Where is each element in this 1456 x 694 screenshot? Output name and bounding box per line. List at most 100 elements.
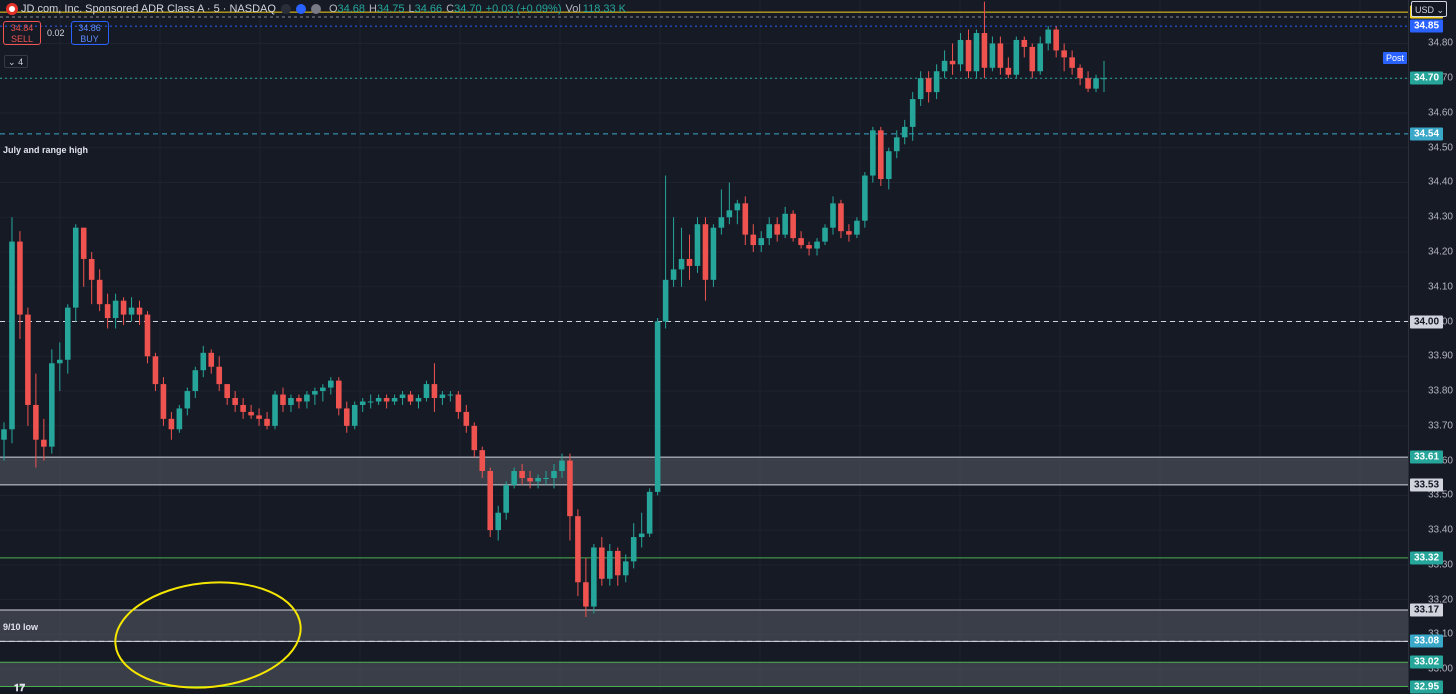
- range-high-annotation[interactable]: July and range high: [3, 145, 89, 155]
- y-tick-label: 34.40: [1427, 176, 1453, 188]
- candle-body: [503, 484, 509, 513]
- sell-label: SELL: [10, 34, 34, 44]
- candle-body: [335, 380, 342, 409]
- candle-body: [367, 401, 374, 403]
- candle-body: [57, 359, 63, 364]
- y-tick-label: 33.20: [1427, 594, 1453, 606]
- open-label: O: [328, 3, 338, 15]
- buy-price: 34.86: [78, 23, 101, 33]
- candle-body: [997, 43, 1004, 68]
- candle-body: [471, 425, 478, 451]
- candlestick-plot[interactable]: [0, 0, 1408, 690]
- candle-body: [463, 411, 470, 426]
- candle-body: [64, 307, 71, 360]
- candle-body: [925, 78, 932, 93]
- candle-body: [304, 394, 310, 402]
- low-910-annotation[interactable]: 9/10 low: [3, 622, 39, 632]
- trade-panel: 34.84 SELL 0.02 34.86 BUY: [3, 21, 109, 45]
- candle-body: [838, 203, 844, 232]
- candle-body: [862, 175, 868, 221]
- tradingview-logo-icon[interactable]: 𝟏𝟕: [14, 683, 26, 694]
- candle-body: [965, 39, 972, 72]
- candle-body: [1069, 57, 1075, 68]
- price-zone: [0, 662, 1408, 687]
- candle-body: [296, 398, 302, 402]
- candle-body: [885, 151, 892, 180]
- high-label: H: [369, 3, 377, 15]
- close-value: 34.70: [454, 3, 482, 15]
- candle-body: [599, 547, 605, 579]
- spread-value: 0.02: [47, 28, 65, 38]
- candle-body: [638, 533, 645, 538]
- candle-body: [9, 241, 15, 430]
- candle-body: [933, 71, 940, 93]
- candle-body: [742, 203, 749, 235]
- candle-body: [654, 321, 661, 492]
- candle-body: [949, 60, 956, 65]
- high-value: 34.75: [376, 3, 405, 15]
- candle-body: [447, 394, 454, 396]
- y-tick-label: 34.10: [1427, 281, 1453, 293]
- candle-body: [192, 370, 199, 392]
- y-tick-label: 34.80: [1427, 37, 1453, 49]
- candle-body: [256, 415, 262, 419]
- candle-body: [391, 398, 398, 402]
- candle-body: [678, 258, 685, 270]
- candle-body: [981, 33, 988, 68]
- price-label: 33.32: [1410, 551, 1443, 565]
- currency-label: USD: [1415, 5, 1435, 15]
- chevron-down-icon: ⌄: [1436, 5, 1445, 15]
- candle-body: [607, 550, 613, 579]
- candle-body: [383, 398, 390, 402]
- candle-body: [104, 304, 111, 319]
- y-tick-label: 33.70: [1427, 420, 1453, 432]
- candle-body: [495, 512, 501, 531]
- candle-body: [216, 366, 223, 385]
- candle-body: [519, 471, 525, 478]
- candle-body: [622, 561, 629, 576]
- price-axis[interactable]: 34.80 34.70 34.60 34.50 34.40 34.30 34.20 34.10…: [1408, 0, 1456, 694]
- highlight-circle: [114, 581, 302, 689]
- candle-body: [152, 356, 159, 385]
- candle-body: [487, 471, 494, 531]
- sell-button[interactable]: 34.84 SELL: [3, 21, 41, 45]
- price-label: 33.53: [1410, 478, 1443, 492]
- candle-body: [49, 363, 55, 447]
- candle-body: [1045, 29, 1051, 44]
- candle-body: [822, 227, 828, 242]
- candle-body: [893, 137, 900, 152]
- candle-body: [646, 491, 653, 534]
- candle-body: [670, 269, 677, 280]
- candle-body: [343, 408, 350, 426]
- buy-button[interactable]: 34.86 BUY: [70, 21, 109, 45]
- indicators-collapse-button[interactable]: ⌄ 4: [4, 55, 28, 68]
- symbol-title[interactable]: JD.com, Inc. Sponsored ADR Class A · 5 ·…: [21, 3, 276, 15]
- y-tick-label: 34.30: [1427, 211, 1453, 223]
- candle-body: [439, 394, 446, 399]
- currency-select[interactable]: USD ⌄: [1411, 1, 1447, 17]
- candle-body: [830, 203, 836, 228]
- candle-body: [1085, 78, 1091, 89]
- price-label: 34.85: [1410, 19, 1443, 33]
- candle-body: [718, 217, 725, 228]
- candle-body: [583, 582, 589, 607]
- price-label: 33.17: [1410, 603, 1443, 617]
- sell-price: 34.84: [10, 23, 34, 33]
- candle-body: [766, 224, 773, 239]
- candle-body: [702, 224, 709, 280]
- candle-body: [630, 537, 637, 562]
- candle-body: [1005, 67, 1012, 75]
- candle-body: [112, 300, 119, 319]
- candle-body: [854, 220, 860, 235]
- candle-body: [280, 394, 286, 405]
- candle-body: [957, 39, 964, 65]
- y-tick-label: 33.40: [1427, 524, 1453, 536]
- candle-body: [17, 241, 23, 315]
- candle-body: [686, 258, 693, 266]
- candle-body: [798, 238, 804, 246]
- close-label: C: [446, 3, 455, 15]
- candle-body: [814, 241, 820, 249]
- candle-body: [806, 245, 812, 249]
- candle-body: [559, 460, 565, 472]
